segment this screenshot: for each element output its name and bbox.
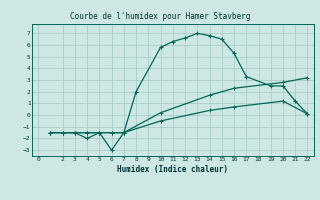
X-axis label: Humidex (Indice chaleur): Humidex (Indice chaleur) xyxy=(117,165,228,174)
Text: Courbe de l'humidex pour Hamer Stavberg: Courbe de l'humidex pour Hamer Stavberg xyxy=(70,12,250,21)
